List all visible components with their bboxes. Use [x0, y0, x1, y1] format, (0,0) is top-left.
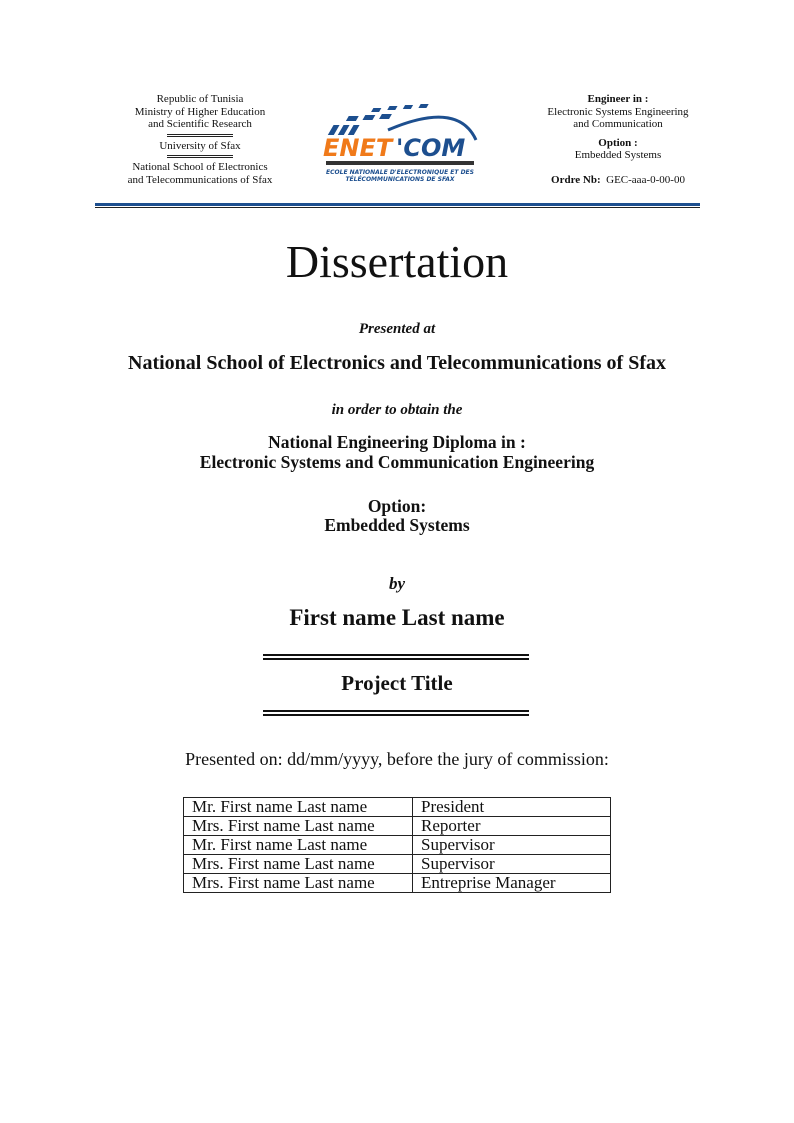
by-label: by [388, 574, 406, 593]
enetcom-logo: ENET 'COM ECOLE NATIONALE D'ELECTRONIQUE… [323, 104, 478, 183]
svg-text:TÉLÉCOMMUNICATIONS DE SFAX: TÉLÉCOMMUNICATIONS DE SFAX [345, 175, 454, 183]
svg-text:ECOLE NATIONALE D'ELECTRONIQUE: ECOLE NATIONALE D'ELECTRONIQUE ET DES [326, 169, 474, 176]
university: University of Sfax [159, 139, 241, 152]
jury-name: Mrs. First name Last name [183, 854, 413, 874]
header-rule [95, 207, 700, 208]
table-row: Mr. First name Last name Supervisor [183, 835, 611, 855]
ministry: Ministry of Higher Education [134, 105, 266, 118]
jury-role: Entreprise Manager [412, 873, 611, 893]
header-rule-blue [95, 203, 700, 206]
jury-name: Mr. First name Last name [183, 835, 413, 855]
svg-text:ENET: ENET [323, 134, 394, 162]
jury-name: Mr. First name Last name [183, 797, 413, 817]
jury-table: Mr. First name Last name President Mrs. F… [183, 797, 611, 893]
table-row: Mrs. First name Last name Entreprise Mana… [183, 873, 611, 893]
ordre-value: GEC-aaa-0-00-00 [606, 173, 685, 186]
school: National School of Electronics [132, 161, 268, 173]
table-row: Mrs. First name Last name Supervisor [183, 854, 611, 874]
diploma-line-1: National Engineering Diploma in : [268, 432, 526, 452]
presented-on: Presented on: dd/mm/yyyy, before the jur… [185, 749, 609, 769]
ministry-2: and Scientific Research [148, 118, 252, 130]
in-order: in order to obtain the [331, 402, 463, 418]
ordre-label: Ordre Nb: [551, 173, 601, 186]
divider [167, 133, 233, 137]
title-rule-top [263, 654, 529, 660]
svg-text:'COM: 'COM [396, 134, 465, 162]
jury-role: Supervisor [412, 854, 611, 874]
engineer-label: Engineer in : [587, 93, 649, 105]
jury-role: Supervisor [412, 835, 611, 855]
project-title: Project Title [341, 671, 453, 695]
engineer-field-2: and Communication [573, 118, 663, 130]
option-label: Option : [598, 136, 638, 149]
jury-role: President [412, 797, 611, 817]
jury-name: Mrs. First name Last name [183, 816, 413, 836]
school-2: and Telecommunications of Sfax [127, 173, 273, 186]
page-title: Dissertation [285, 236, 509, 287]
option-value: Embedded Systems [324, 515, 470, 535]
table-row: Mrs. First name Last name Reporter [183, 816, 611, 836]
divider [167, 155, 233, 158]
presented-at: Presented at [358, 321, 436, 337]
table-row: Mr. First name Last name President [183, 797, 611, 817]
jury-role: Reporter [412, 816, 611, 836]
country: Republic of Tunisia [156, 93, 244, 105]
option-label: Option: [367, 496, 427, 516]
option: Option: Embedded Systems [0, 497, 794, 535]
engineer-field: Electronic Systems Engineering [547, 105, 689, 118]
author-name: First name Last name [289, 605, 505, 630]
jury-name: Mrs. First name Last name [183, 873, 413, 893]
title-rule-bottom [263, 710, 529, 716]
diploma: National Engineering Diploma in : Electr… [0, 432, 794, 472]
school-name: National School of Electronics and Telec… [128, 352, 666, 374]
header-right: Engineer in : Electronic Systems Enginee… [528, 93, 708, 186]
option-value: Embedded Systems [574, 149, 662, 161]
header-left: Republic of Tunisia Ministry of Higher E… [110, 93, 290, 186]
diploma-line-2: Electronic Systems and Communication Eng… [199, 452, 595, 472]
